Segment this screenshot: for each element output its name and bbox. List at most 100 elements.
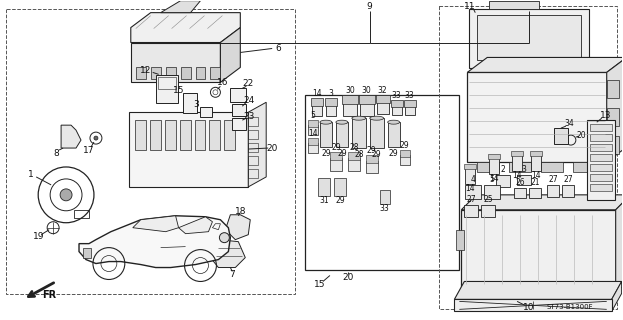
Text: 10: 10 [523, 303, 535, 312]
Text: 29: 29 [372, 149, 381, 158]
Polygon shape [133, 216, 179, 232]
Bar [305, 95, 459, 269]
Bar [547, 185, 559, 197]
Text: 17: 17 [83, 146, 95, 155]
Text: 7: 7 [229, 270, 235, 279]
Bar [529, 188, 541, 198]
Text: 29: 29 [337, 148, 346, 157]
Polygon shape [179, 217, 212, 234]
Text: 4: 4 [471, 175, 476, 184]
Bar [590, 124, 612, 131]
Bar [129, 112, 249, 187]
Bar [484, 185, 500, 199]
Bar [179, 120, 191, 150]
Bar [507, 289, 527, 297]
Text: 12: 12 [140, 66, 151, 75]
Text: 21: 21 [530, 179, 540, 188]
Bar [209, 120, 221, 150]
Text: 28: 28 [349, 142, 359, 152]
Bar [454, 300, 612, 311]
Bar [379, 190, 389, 204]
Bar [541, 162, 563, 172]
Bar [399, 155, 409, 165]
Bar [352, 118, 366, 148]
Bar [590, 174, 612, 181]
Text: 19: 19 [34, 232, 45, 241]
Bar [590, 164, 612, 171]
Bar [366, 155, 378, 163]
Bar [156, 76, 178, 103]
Bar [587, 120, 615, 200]
Bar [366, 161, 378, 173]
Bar [590, 154, 612, 161]
Bar [462, 210, 616, 289]
Polygon shape [607, 58, 623, 162]
Bar [348, 152, 360, 160]
Bar [607, 80, 619, 98]
Bar [404, 100, 416, 107]
Polygon shape [454, 282, 622, 300]
Ellipse shape [320, 120, 332, 124]
Text: 31: 31 [319, 196, 329, 205]
Bar [158, 77, 176, 89]
Bar [607, 136, 619, 154]
Text: 6: 6 [275, 44, 281, 53]
Bar [531, 155, 541, 171]
Text: 14: 14 [465, 184, 475, 193]
Ellipse shape [336, 120, 348, 124]
Bar [343, 102, 357, 116]
Text: 20: 20 [342, 273, 353, 282]
Text: 30: 30 [345, 86, 354, 95]
Bar [514, 188, 526, 198]
Bar [326, 104, 336, 116]
Bar [360, 102, 374, 116]
Bar [511, 151, 523, 156]
Bar [183, 93, 196, 113]
Text: 5: 5 [490, 175, 495, 184]
Bar [151, 68, 161, 79]
Bar [194, 120, 206, 150]
Bar [181, 68, 191, 79]
Bar [509, 162, 531, 172]
Bar [377, 101, 389, 114]
Polygon shape [249, 102, 266, 187]
Bar [136, 68, 146, 79]
Text: 27: 27 [467, 195, 476, 204]
Bar [330, 158, 342, 171]
Bar [308, 143, 318, 153]
Bar [348, 158, 360, 171]
Text: 5: 5 [310, 111, 315, 120]
Bar [465, 168, 475, 184]
Bar [590, 134, 612, 141]
Text: 14: 14 [312, 89, 322, 98]
Text: 20: 20 [576, 131, 586, 140]
Text: 9: 9 [367, 2, 373, 11]
Bar [388, 122, 399, 147]
Bar [311, 98, 323, 106]
Text: 29: 29 [331, 142, 341, 152]
Polygon shape [61, 125, 81, 148]
Bar [391, 100, 402, 107]
Bar [74, 210, 89, 218]
Bar [496, 175, 510, 187]
Text: 26: 26 [515, 179, 525, 188]
Text: 3: 3 [194, 100, 199, 109]
Bar [607, 108, 619, 126]
Bar [135, 120, 146, 150]
Bar [583, 289, 602, 297]
Bar [330, 152, 342, 160]
Circle shape [94, 136, 98, 140]
Text: 33: 33 [380, 204, 389, 213]
Polygon shape [469, 9, 589, 68]
Bar [562, 185, 574, 197]
Text: 18: 18 [235, 207, 246, 216]
Bar [249, 117, 258, 126]
Bar [334, 178, 346, 196]
Text: 29: 29 [367, 146, 376, 155]
Text: 28: 28 [354, 149, 364, 158]
Text: 14: 14 [490, 174, 499, 183]
Bar [376, 95, 389, 103]
Text: 11: 11 [464, 2, 475, 11]
Polygon shape [226, 215, 250, 240]
Polygon shape [221, 28, 240, 82]
